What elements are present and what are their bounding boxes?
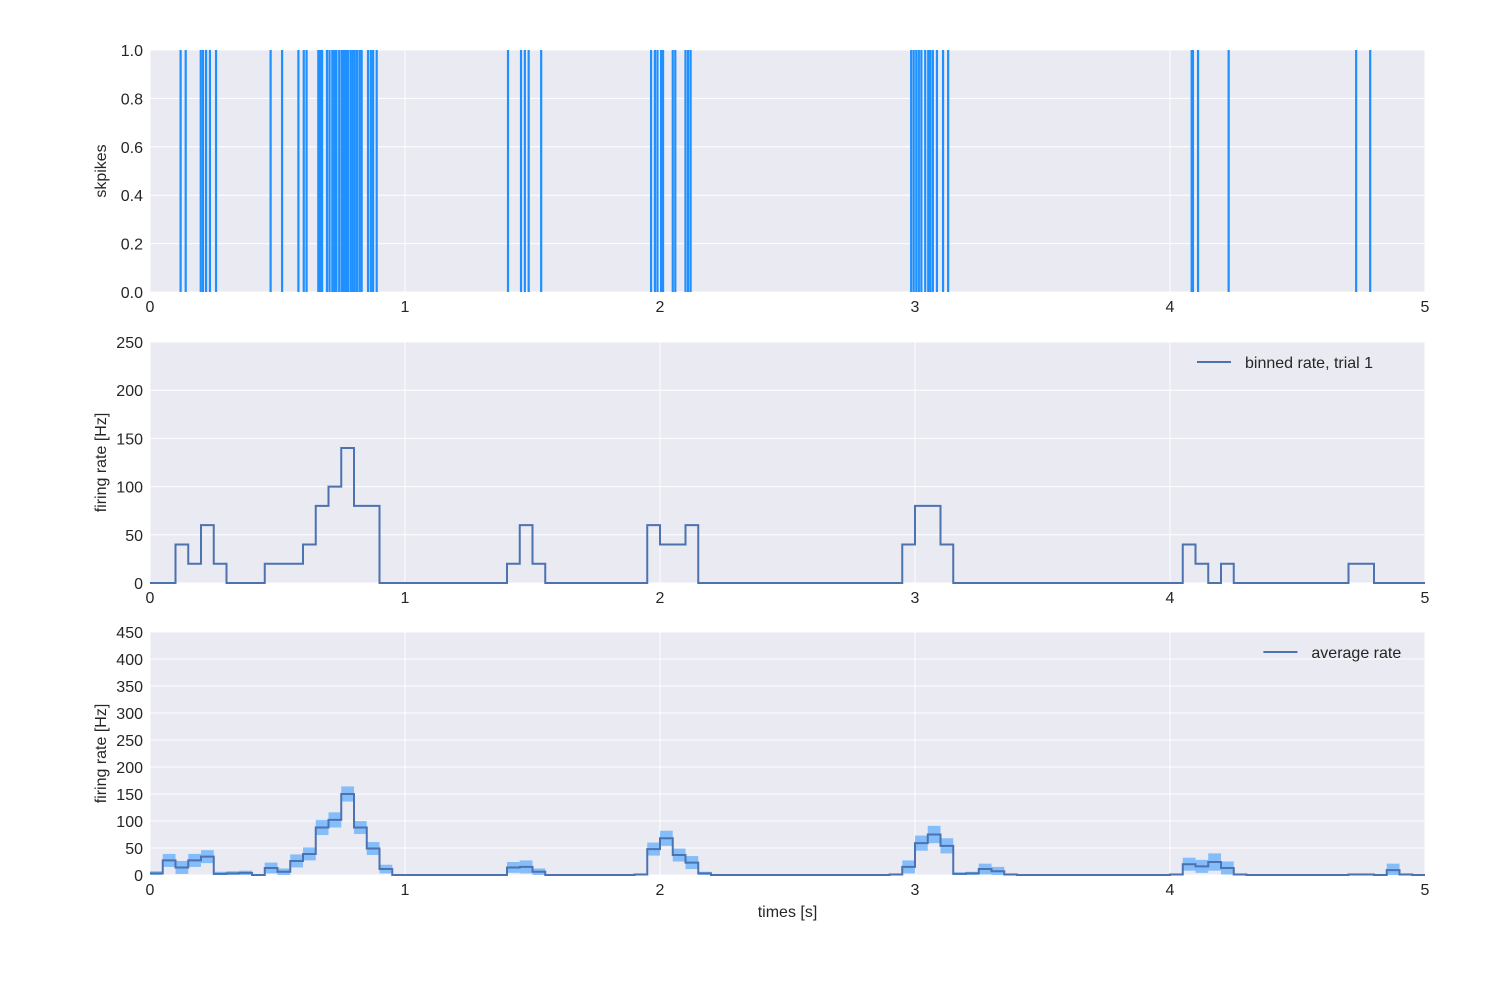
y-tick-label: 200 [116,760,143,777]
y-tick-label: 0.4 [121,188,143,205]
y-tick-label: 250 [116,733,143,750]
plot-background [150,632,1425,875]
x-tick-label: 0 [146,299,155,316]
legend-label: average rate [1311,645,1401,662]
y-tick-label: 250 [116,335,143,352]
spike-raster-axes: 0 1 2 3 4 5 0.0 0.2 0.4 0.6 0.8 1.0 skpikes [93,43,1430,316]
y-tick-label: 200 [116,383,143,400]
x-tick-label: 1 [401,590,410,607]
x-tick-label: 0 [146,882,155,899]
y-tick-label: 150 [116,431,143,448]
y-tick-label: 50 [125,841,143,858]
x-tick-label: 2 [656,299,665,316]
x-tick-label: 5 [1421,299,1430,316]
x-tick-label: 2 [656,590,665,607]
y-axis-label: firing rate [Hz] [93,413,110,513]
x-axis-label: times [s] [758,904,818,921]
y-tick-label: 350 [116,679,143,696]
rate-step-line [150,447,1425,584]
y-tick-label: 400 [116,652,143,669]
y-tick-label: 0.8 [121,91,143,108]
y-tick-label: 450 [116,625,143,642]
y-axis-label: skpikes [93,144,110,197]
y-tick-label: 150 [116,787,143,804]
x-tick-label: 0 [146,590,155,607]
x-tick-label: 5 [1421,882,1430,899]
x-tick-label: 1 [401,882,410,899]
y-tick-label: 0.0 [121,285,143,302]
x-tick-label: 4 [1166,299,1175,316]
x-tick-label: 1 [401,299,410,316]
x-tick-label: 3 [911,590,920,607]
y-tick-label: 1.0 [121,43,143,60]
x-tick-label: 3 [911,882,920,899]
y-tick-label: 100 [116,480,143,497]
x-tick-label: 4 [1166,882,1175,899]
y-tick-label: 0 [134,576,143,593]
y-tick-label: 0.6 [121,140,143,157]
plot-background [150,342,1425,583]
y-tick-label: 0 [134,868,143,885]
x-tick-label: 4 [1166,590,1175,607]
x-tick-label: 3 [911,299,920,316]
y-axis-label: firing rate [Hz] [93,704,110,804]
y-tick-label: 0.2 [121,237,143,254]
x-tick-label: 2 [656,882,665,899]
legend-label: binned rate, trial 1 [1245,355,1373,372]
average-rate-axes: 0 1 2 3 4 5050100150200250300350400450firing … [93,625,1430,921]
rate-step-line [150,793,1425,876]
y-tick-label: 50 [125,528,143,545]
y-tick-label: 100 [116,814,143,831]
y-tick-label: 300 [116,706,143,723]
x-tick-label: 5 [1421,590,1430,607]
